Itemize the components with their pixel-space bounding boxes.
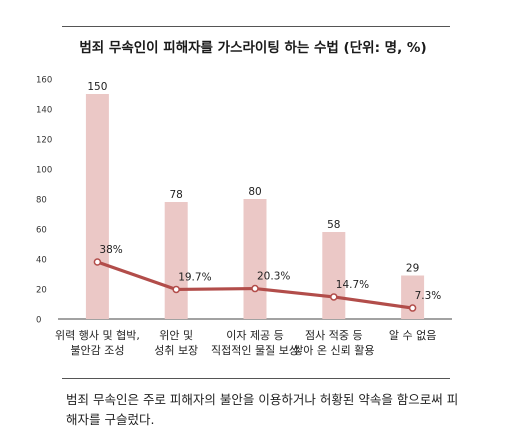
- line-value-label: 38%: [99, 244, 122, 256]
- chart-title: 범죄 무속인이 피해자를 가스라이팅 하는 수법 (단위: 명, %): [79, 40, 427, 56]
- line-point: [251, 284, 259, 293]
- x-tick-label: 직접적인 물질 보상: [211, 344, 299, 357]
- line-value-label: 14.7%: [336, 279, 369, 291]
- x-tick-label: 쌓아 온 신뢰 활용: [293, 343, 374, 357]
- x-tick-label: 위안 및: [159, 329, 193, 342]
- line-value-label: 7.3%: [415, 290, 442, 302]
- line-value-label: 20.3%: [257, 271, 290, 283]
- y-tick-label: 160: [36, 76, 52, 86]
- x-tick-label: 성취 보장: [154, 344, 198, 357]
- bar-value-label: 150: [87, 81, 107, 93]
- y-tick-label: 60: [36, 226, 47, 236]
- bar: [243, 199, 267, 319]
- y-tick-label: 0: [36, 316, 41, 326]
- top-rule: [62, 26, 450, 27]
- x-tick-label: 이자 제공 등: [226, 329, 284, 342]
- x-tick-label: 불안감 조성: [70, 344, 124, 357]
- y-tick-label: 80: [36, 196, 47, 206]
- y-tick-label: 20: [36, 286, 47, 296]
- line-value-label: 19.7%: [178, 271, 211, 283]
- line-point: [172, 285, 180, 294]
- bar-value-label: 58: [327, 219, 340, 231]
- x-tick-label: 알 수 없음: [389, 328, 436, 342]
- bar-value-label: 78: [170, 189, 183, 201]
- caption: 범죄 무속인은 주로 피해자의 불안을 이용하거나 허황된 약속을 함으로써 피…: [66, 392, 459, 427]
- bar-value-label: 80: [248, 186, 261, 198]
- line-point: [330, 293, 338, 301]
- y-tick-label: 100: [36, 166, 52, 176]
- y-tick-label: 120: [36, 136, 52, 146]
- chart: 0 20 40 60 80 100 120 140 160 150 78 80 58 29 위력 행사 및 …: [36, 76, 452, 357]
- bar: [322, 232, 346, 319]
- line-point: [93, 258, 102, 266]
- bar-value-label: 29: [406, 263, 419, 275]
- line-point: [408, 304, 417, 312]
- x-tick-label: 점사 적중 등: [305, 329, 363, 342]
- bottom-rule: [62, 378, 450, 379]
- y-tick-label: 140: [36, 106, 52, 116]
- bar: [164, 202, 188, 319]
- bar: [85, 94, 109, 319]
- x-tick-label: 위력 행사 및 협박,: [55, 329, 140, 342]
- y-tick-label: 40: [36, 256, 47, 266]
